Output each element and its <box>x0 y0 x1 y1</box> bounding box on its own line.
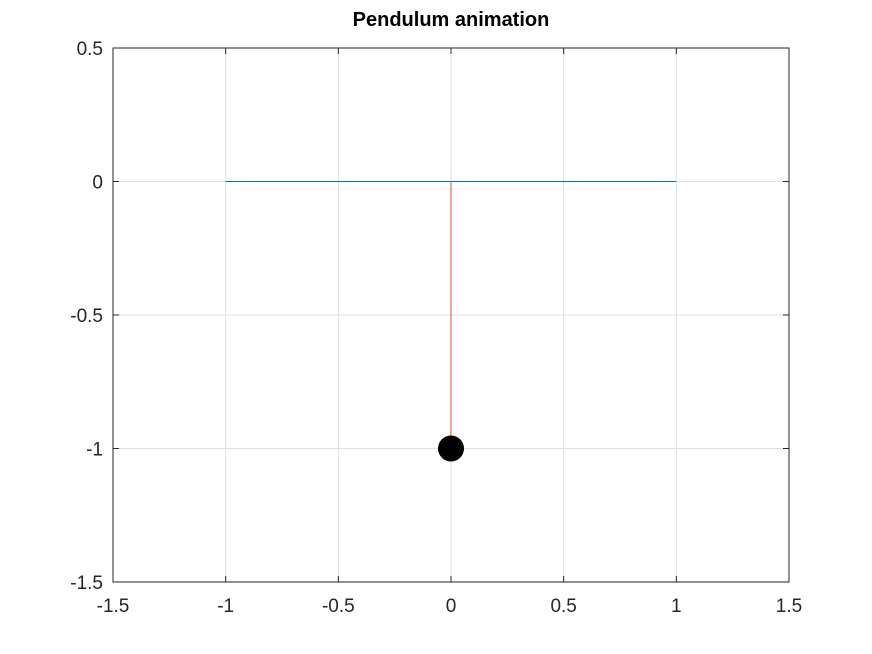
x-tick-label: -0.5 <box>322 596 355 617</box>
tick-labels: -1.5 -1 -0.5 0 0.5 1 1.5 -1.5 -1 -0.5 0 0.5 <box>70 39 802 617</box>
y-tick-label: 0 <box>92 173 103 194</box>
x-tick-label: 0 <box>446 596 457 617</box>
pendulum-bob-marker <box>438 435 464 462</box>
y-tick-label: -1.5 <box>70 573 103 594</box>
x-tick-label: -1.5 <box>97 596 130 617</box>
y-tick-label: -1 <box>86 440 103 461</box>
chart-title: Pendulum animation <box>353 9 550 31</box>
y-tick-label: 0.5 <box>77 39 103 60</box>
y-tick-label: -0.5 <box>70 306 103 327</box>
x-tick-label: 1.5 <box>776 596 802 617</box>
x-tick-label: 1 <box>671 596 682 617</box>
axes <box>112 47 790 583</box>
plot-series <box>225 181 677 462</box>
x-tick-label: -1 <box>217 596 234 617</box>
x-tick-label: 0.5 <box>550 596 576 617</box>
